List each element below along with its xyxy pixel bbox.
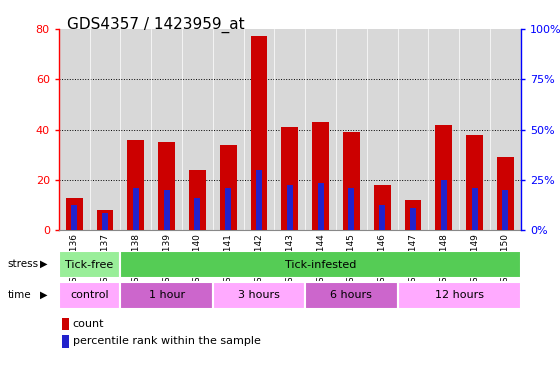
- Bar: [410, 208, 416, 230]
- Text: 6 hours: 6 hours: [330, 290, 372, 300]
- Bar: [164, 190, 170, 230]
- Bar: [374, 185, 391, 230]
- Bar: [189, 170, 206, 230]
- Text: control: control: [71, 290, 109, 300]
- Text: 3 hours: 3 hours: [238, 290, 280, 300]
- Bar: [497, 157, 514, 230]
- Bar: [194, 198, 200, 230]
- Bar: [318, 182, 324, 230]
- Bar: [96, 210, 114, 230]
- Bar: [250, 36, 268, 230]
- Bar: [305, 282, 398, 309]
- Bar: [220, 145, 237, 230]
- Bar: [225, 187, 231, 230]
- Bar: [348, 187, 354, 230]
- Text: Tick-infested: Tick-infested: [285, 260, 356, 270]
- Bar: [71, 205, 77, 230]
- Bar: [59, 251, 120, 278]
- Bar: [281, 127, 298, 230]
- Bar: [472, 187, 478, 230]
- Text: 1 hour: 1 hour: [148, 290, 185, 300]
- Bar: [466, 135, 483, 230]
- Bar: [213, 282, 305, 309]
- Bar: [502, 190, 508, 230]
- Bar: [287, 185, 293, 230]
- Bar: [398, 282, 521, 309]
- Bar: [59, 282, 120, 309]
- Bar: [435, 124, 452, 230]
- Text: 12 hours: 12 hours: [435, 290, 484, 300]
- Text: percentile rank within the sample: percentile rank within the sample: [73, 336, 260, 346]
- Bar: [379, 205, 385, 230]
- Bar: [133, 187, 139, 230]
- Bar: [256, 170, 262, 230]
- Bar: [158, 142, 175, 230]
- Text: count: count: [73, 319, 104, 329]
- Text: GDS4357 / 1423959_at: GDS4357 / 1423959_at: [67, 17, 245, 33]
- Text: ▶: ▶: [40, 259, 48, 269]
- Bar: [404, 200, 422, 230]
- Bar: [127, 140, 144, 230]
- Bar: [120, 282, 213, 309]
- Bar: [102, 213, 108, 230]
- Text: ▶: ▶: [40, 290, 48, 300]
- Bar: [441, 180, 447, 230]
- Bar: [120, 251, 521, 278]
- Bar: [343, 132, 360, 230]
- Text: time: time: [7, 290, 31, 300]
- Text: stress: stress: [7, 259, 39, 269]
- Bar: [312, 122, 329, 230]
- Bar: [66, 198, 83, 230]
- Text: Tick-free: Tick-free: [66, 260, 114, 270]
